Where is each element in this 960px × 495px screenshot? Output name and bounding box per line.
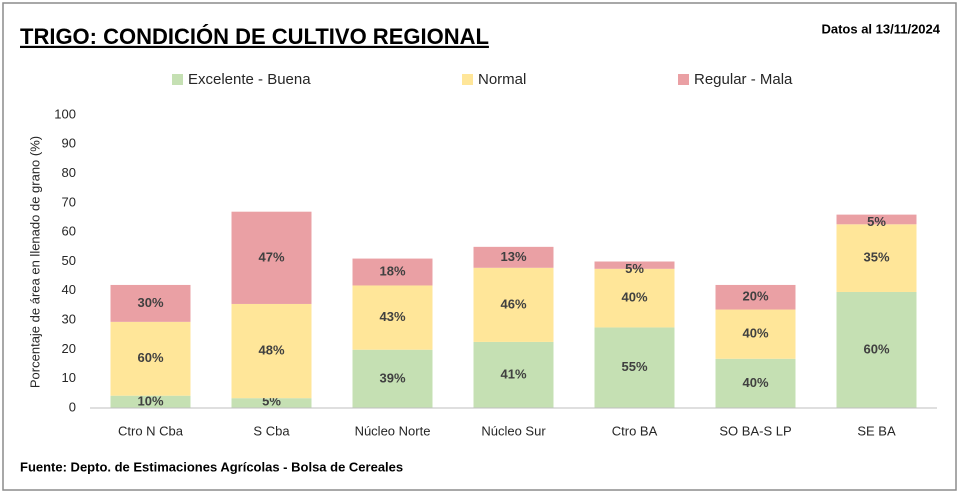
bar-segment xyxy=(473,341,554,408)
bar-segment xyxy=(836,224,917,292)
bar-segment xyxy=(110,395,191,408)
y-tick-label: 40 xyxy=(62,282,76,297)
legend-label: Regular - Mala xyxy=(694,71,793,88)
legend-swatch xyxy=(462,74,473,85)
x-tick-label: S Cba xyxy=(253,423,290,438)
bar-segment xyxy=(473,267,554,342)
bar-segment xyxy=(352,349,433,408)
data-label: 55% xyxy=(621,359,647,374)
data-label: 5% xyxy=(867,214,886,229)
data-label: 40% xyxy=(621,290,647,305)
x-tick-label: SE BA xyxy=(857,423,896,438)
legend-label: Excelente - Buena xyxy=(188,71,311,88)
y-tick-label: 10 xyxy=(62,370,76,385)
y-tick-label: 100 xyxy=(54,106,76,121)
chart-title: TRIGO: CONDICIÓN DE CULTIVO REGIONAL xyxy=(20,24,489,49)
bar-segment xyxy=(473,246,554,268)
bar-segment xyxy=(594,261,675,269)
bar-segment xyxy=(110,321,191,396)
data-label: 40% xyxy=(742,326,768,341)
legend-label: Normal xyxy=(478,71,526,88)
y-tick-label: 30 xyxy=(62,312,76,327)
date-note: Datos al 13/11/2024 xyxy=(821,21,940,36)
bar-segment xyxy=(715,284,796,310)
source: Fuente: Depto. de Estimaciones Agrícolas… xyxy=(20,459,403,474)
bar-segment xyxy=(836,214,917,225)
y-tick-label: 90 xyxy=(62,136,76,151)
bar-segment xyxy=(594,327,675,408)
bar-segment xyxy=(715,309,796,359)
bar-segment xyxy=(110,284,191,322)
legend-swatch xyxy=(678,74,689,85)
data-label: 60% xyxy=(137,350,163,365)
bar-segment xyxy=(715,358,796,408)
legend-swatch xyxy=(172,74,183,85)
data-label: 13% xyxy=(500,249,526,264)
x-tick-label: Núcleo Norte xyxy=(355,423,431,438)
y-tick-label: 20 xyxy=(62,341,76,356)
x-tick-label: Ctro BA xyxy=(612,423,658,438)
data-label: 18% xyxy=(379,263,405,278)
data-label: 41% xyxy=(500,366,526,381)
data-label: 40% xyxy=(742,375,768,390)
bar-segment xyxy=(836,291,917,408)
y-tick-label: 50 xyxy=(62,253,76,268)
data-label: 10% xyxy=(137,393,163,408)
x-tick-label: Ctro N Cba xyxy=(118,423,184,438)
bar-segment xyxy=(231,211,312,304)
data-label: 20% xyxy=(742,289,768,304)
x-tick-label: SO BA-S LP xyxy=(719,423,791,438)
data-label: 47% xyxy=(258,249,284,264)
y-tick-label: 80 xyxy=(62,165,76,180)
y-tick-label: 70 xyxy=(62,194,76,209)
data-label: 30% xyxy=(137,295,163,310)
y-tick-label: 60 xyxy=(62,224,76,239)
bar-segment xyxy=(352,258,433,286)
bar-segment xyxy=(352,285,433,350)
y-axis-label: Porcentaje de área en llenado de grano (… xyxy=(27,136,42,388)
y-tick-label: 0 xyxy=(69,399,76,414)
data-label: 48% xyxy=(258,343,284,358)
data-label: 46% xyxy=(500,296,526,311)
bar-segment xyxy=(594,268,675,328)
data-label: 60% xyxy=(863,341,889,356)
data-label: 43% xyxy=(379,309,405,324)
x-tick-label: Núcleo Sur xyxy=(481,423,546,438)
data-label: 35% xyxy=(863,250,889,265)
bar-segment xyxy=(231,303,312,399)
data-label: 39% xyxy=(379,370,405,385)
data-label: 5% xyxy=(625,261,644,276)
bar-segment xyxy=(231,398,312,408)
